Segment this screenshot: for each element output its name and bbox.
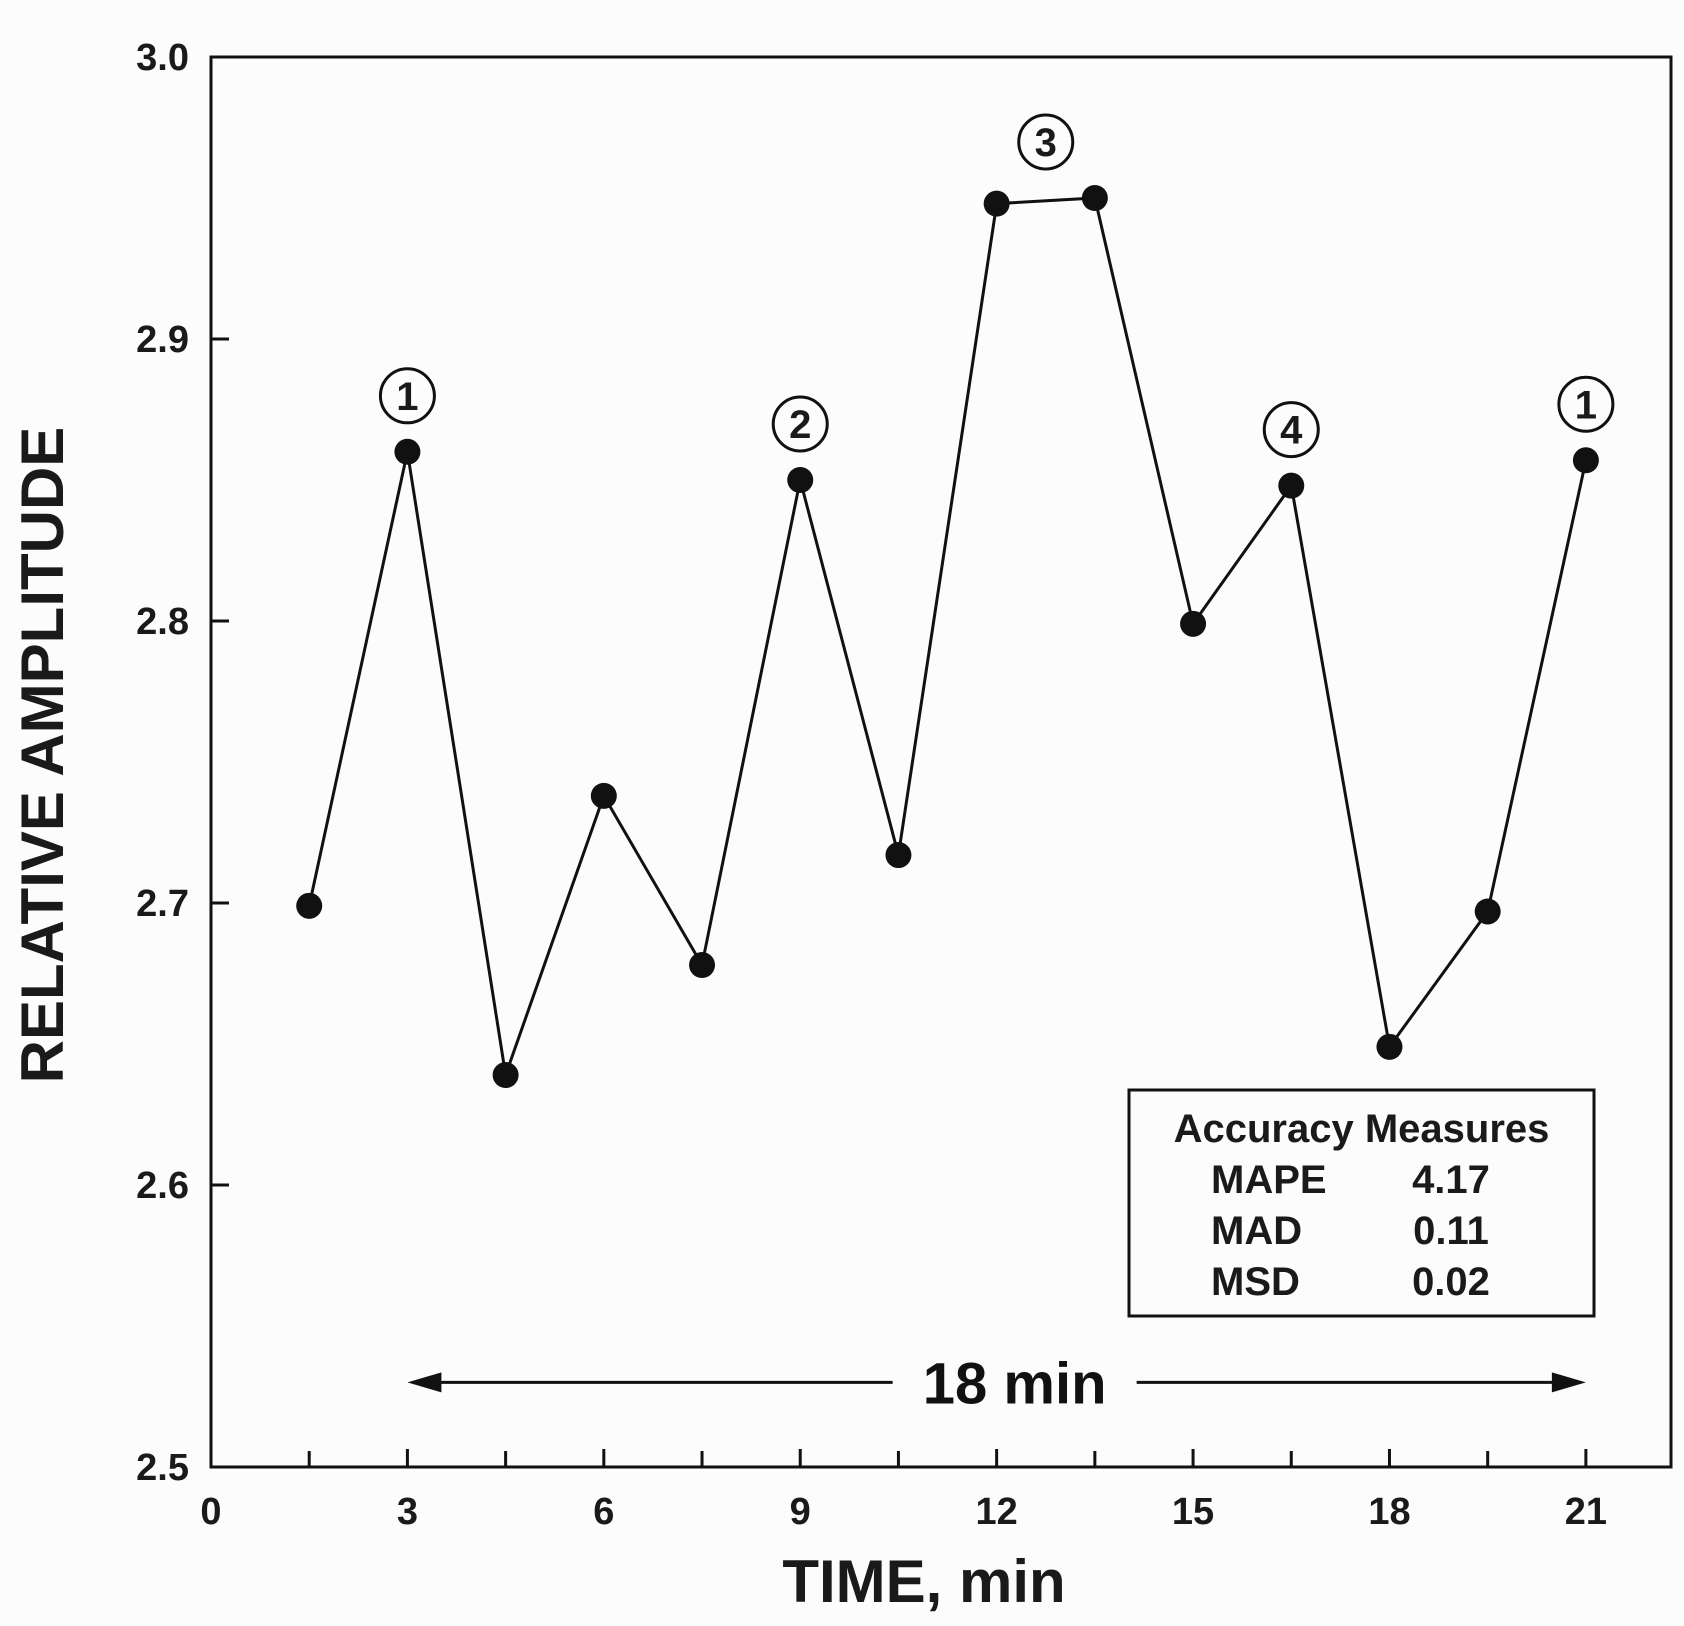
x-tick-label: 21 — [1565, 1491, 1607, 1533]
x-tick-label: 6 — [593, 1491, 614, 1533]
x-tick-label: 12 — [976, 1491, 1018, 1533]
annotation-circle — [1557, 375, 1615, 433]
y-tick-label: 3.0 — [136, 37, 189, 79]
data-point — [983, 190, 1010, 217]
annotation-marker: 3 — [1017, 113, 1075, 171]
annotation-label: 2 — [789, 403, 811, 447]
data-points-layer — [296, 185, 1599, 1089]
series-line — [307, 196, 1588, 1076]
legend-metric-value: 0.02 — [1412, 1260, 1490, 1304]
y-tick-label: 2.9 — [136, 319, 189, 361]
series-line-layer — [307, 196, 1588, 1076]
y-tick-label: 2.6 — [136, 1165, 189, 1207]
data-point — [492, 1062, 519, 1089]
legend-metric-name: MSD — [1211, 1260, 1300, 1304]
data-point — [1278, 472, 1305, 499]
duration-label: 18 min — [923, 1351, 1107, 1416]
legend-frame — [1127, 1088, 1596, 1318]
y-tick-label: 2.5 — [136, 1447, 189, 1489]
legend-metric-name: MAD — [1211, 1209, 1302, 1253]
data-point — [1474, 898, 1501, 925]
annotation-marker: 2 — [771, 395, 829, 453]
annotation-circle — [1262, 401, 1320, 459]
x-tick-label: 9 — [790, 1491, 811, 1533]
legend-box: Accuracy Measures MAPE 4.17 MAD 0.11 MSD 0.02 — [1127, 1088, 1596, 1318]
annotation-label: 1 — [1575, 383, 1597, 427]
data-point — [787, 467, 814, 493]
legend-layer: Accuracy Measures MAPE 4.17 MAD 0.11 MSD 0.02 — [1127, 1088, 1596, 1318]
x-axis-title: TIME, min — [782, 1548, 1065, 1615]
annotation-label: 3 — [1035, 121, 1057, 165]
duration-layer: 18 min — [407, 1351, 1586, 1416]
y-axis-title: RELATIVE AMPLITUDE — [9, 427, 76, 1084]
data-point — [590, 782, 617, 809]
data-point — [1572, 447, 1599, 474]
annotation-label: 4 — [1280, 409, 1303, 453]
data-point — [1180, 610, 1207, 637]
legend-metric-value: 4.17 — [1412, 1158, 1490, 1202]
annotation-marker: 1 — [1557, 375, 1615, 433]
x-tick-label: 3 — [397, 1491, 418, 1533]
plot-frame — [209, 55, 1673, 1469]
data-point — [394, 438, 421, 465]
data-point — [296, 892, 323, 919]
legend-title: Accuracy Measures — [1174, 1107, 1550, 1151]
annotation-circle — [378, 367, 436, 425]
data-point — [1376, 1033, 1403, 1060]
duration-arrowhead-right — [1551, 1372, 1586, 1393]
duration-arrowhead-left — [407, 1372, 442, 1393]
plot-frame-layer — [209, 55, 1673, 1469]
x-tick-label: 15 — [1172, 1491, 1214, 1533]
annotation-label: 1 — [396, 375, 418, 419]
annotations-layer: 1 2 3 4 1 — [378, 113, 1615, 459]
legend-metric-name: MAPE — [1211, 1158, 1327, 1202]
annotation-circle — [1017, 113, 1075, 171]
data-point — [885, 842, 912, 869]
x-tick-label: 18 — [1368, 1491, 1410, 1533]
y-tick-label: 2.7 — [136, 883, 189, 925]
ticks-layer: 0 3 6 9 12 15 18 212.52.62.72.82.93.0 — [136, 37, 1607, 1533]
annotation-circle — [771, 395, 829, 453]
x-tick-label: 0 — [200, 1491, 221, 1533]
annotation-marker: 1 — [378, 367, 436, 425]
legend-metric-value: 0.11 — [1413, 1209, 1489, 1253]
annotation-marker: 4 — [1262, 401, 1320, 459]
y-tick-label: 2.8 — [136, 601, 189, 643]
data-point — [689, 952, 716, 979]
data-point — [1081, 185, 1108, 211]
